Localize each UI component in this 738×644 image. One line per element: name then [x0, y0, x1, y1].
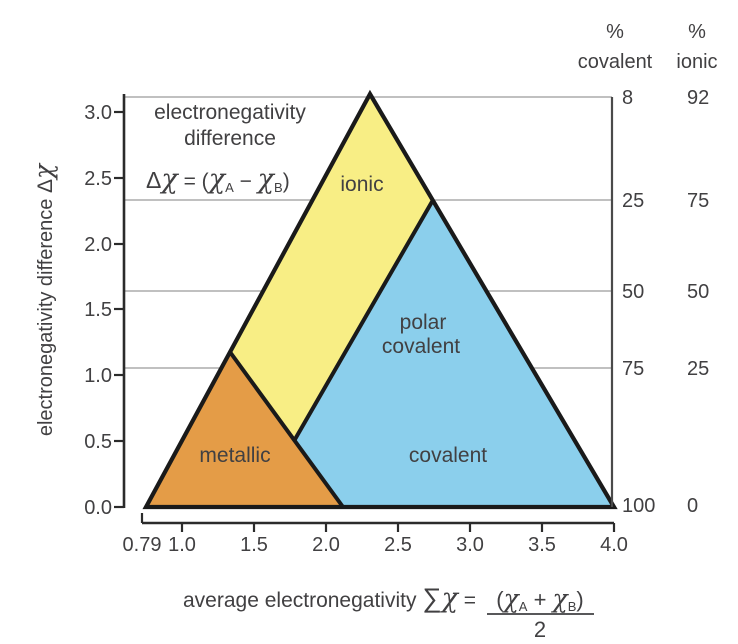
triangle-outline: [142, 89, 618, 510]
pct-ionic-value: 75: [687, 190, 709, 212]
region-polar-covalent: [294, 200, 614, 507]
sub-b: B: [274, 180, 283, 195]
minus-sign: −: [234, 170, 258, 193]
y-axis-delta: Δ: [34, 179, 57, 193]
triangle-border: [142, 89, 618, 510]
y-tick-label: 1.0: [84, 365, 112, 387]
annotation-line1: electronegativity: [154, 101, 306, 124]
y-tick-label: 3.0: [84, 102, 112, 124]
region-metallic: [146, 352, 343, 507]
x-equals: =: [458, 589, 476, 612]
pct-covalent-value: 25: [622, 190, 644, 212]
x-tick-label: 4.0: [600, 534, 628, 556]
y-tick-label: 2.5: [84, 168, 112, 190]
percent-values: 8 25 50 75 100 92 75 50 25 0: [622, 87, 709, 517]
y-tick-label: 2.0: [84, 234, 112, 256]
covalent-label: covalent: [409, 444, 487, 467]
delta-symbol: Δ: [146, 167, 161, 193]
sub-b: B: [568, 599, 577, 614]
percent-headers: % covalent % ionic: [578, 21, 718, 73]
y-tick-label: 0.0: [84, 497, 112, 519]
pct-covalent-header-sign: %: [606, 21, 624, 43]
chi-a: χ: [502, 584, 521, 613]
close-paren: ): [576, 587, 583, 612]
chi-a: χ: [207, 164, 227, 195]
annotation-line2: difference: [184, 127, 276, 150]
inner-annotation: electronegativity difference: [154, 101, 306, 150]
chi-symbol: χ: [159, 164, 179, 195]
pct-ionic-header-sign: %: [688, 21, 706, 43]
close-paren: ): [283, 170, 290, 193]
x-axis-title-text: average electronegativity: [183, 589, 422, 612]
region-labels: ionic polar covalent covalent metallic: [199, 173, 487, 467]
y-tick-label: 0.5: [84, 431, 112, 453]
equals-open: = (: [178, 170, 209, 193]
x-tick-label: 2.0: [312, 534, 340, 556]
fraction-numerator: (χA + χB): [496, 584, 583, 614]
polar-covalent-label-line1: polar: [400, 311, 447, 334]
y-axis-chi: χ: [29, 162, 58, 181]
open-paren: (: [496, 587, 504, 612]
pct-covalent-value: 50: [622, 281, 644, 303]
y-tick-label: 1.5: [84, 299, 112, 321]
y-axis-title-text: electronegativity difference: [35, 193, 57, 436]
regions: [146, 94, 614, 507]
sub-a: A: [519, 599, 528, 614]
x-axis-title: average electronegativity ∑χ = (χA + χB)…: [183, 583, 594, 642]
y-axis: [114, 94, 126, 509]
sub-a: A: [225, 180, 234, 195]
pct-covalent-value: 100: [622, 495, 655, 517]
pct-ionic-header: ionic: [676, 51, 717, 73]
x-axis: [140, 513, 616, 532]
sigma-symbol: ∑: [422, 583, 441, 613]
delta-chi-formula: Δχ = (χA − χB): [146, 164, 290, 195]
pct-covalent-value: 8: [622, 87, 633, 109]
x-axis-chi: χ: [440, 583, 460, 614]
x-tick-label: 0.79: [123, 534, 162, 556]
y-axis-title: electronegativity difference Δχ: [29, 162, 58, 436]
polar-covalent-label-line2: covalent: [382, 335, 460, 358]
x-axis-title-lhs: average electronegativity ∑χ =: [183, 583, 476, 614]
x-tick-label: 2.5: [384, 534, 412, 556]
chi-b: χ: [256, 164, 276, 195]
chi-b: χ: [551, 584, 570, 613]
ionic-covalent-boundary: [292, 199, 435, 442]
x-tick-label: 1.0: [168, 534, 196, 556]
x-tick-label: 1.5: [240, 534, 268, 556]
pct-covalent-value: 75: [622, 358, 644, 380]
x-tick-labels: 0.79 1.0 1.5 2.0 2.5 3.0 3.5 4.0: [123, 534, 628, 556]
ionic-label: ionic: [340, 173, 383, 196]
pct-covalent-header: covalent: [578, 51, 653, 73]
x-tick-label: 3.0: [456, 534, 484, 556]
pct-ionic-value: 92: [687, 87, 709, 109]
metallic-boundary: [228, 350, 345, 509]
fraction-denominator: 2: [534, 617, 546, 642]
x-tick-label: 3.5: [528, 534, 556, 556]
pct-ionic-value: 0: [687, 495, 698, 517]
plus-sign: +: [527, 587, 552, 612]
metallic-label: metallic: [199, 444, 270, 467]
region-ionic: [230, 94, 433, 441]
pct-ionic-value: 25: [687, 358, 709, 380]
pct-ionic-value: 50: [687, 281, 709, 303]
y-tick-labels: 3.0 2.5 2.0 1.5 1.0 0.5 0.0: [84, 102, 112, 519]
